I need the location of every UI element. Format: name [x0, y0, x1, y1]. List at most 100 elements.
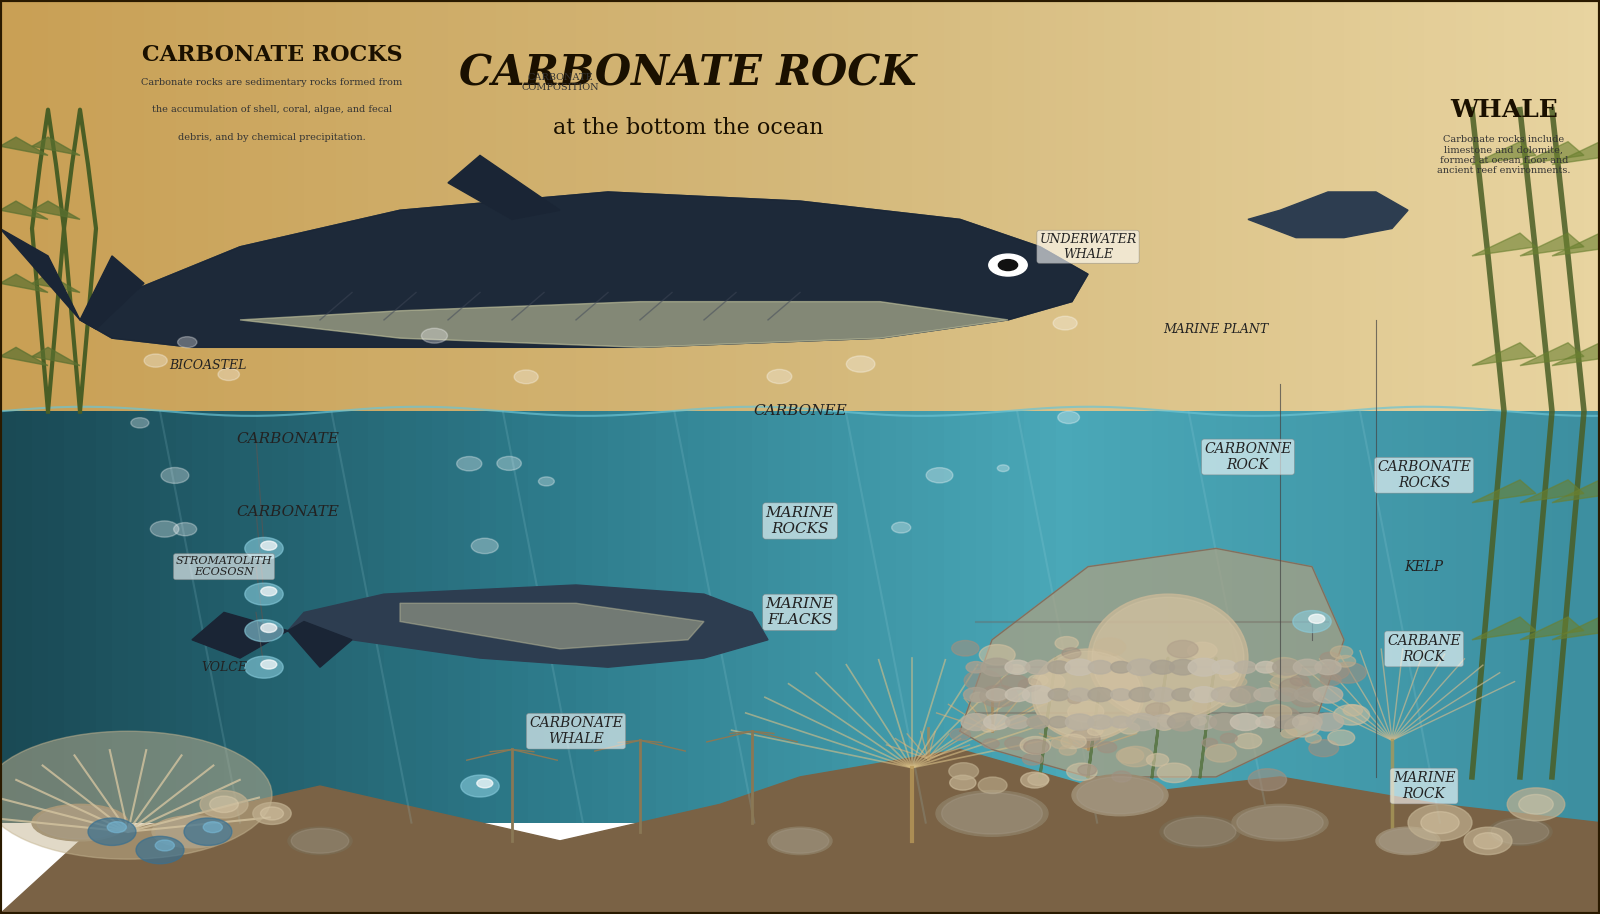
Circle shape — [1293, 714, 1322, 730]
Circle shape — [1190, 715, 1216, 729]
Circle shape — [1333, 705, 1370, 725]
Circle shape — [1067, 701, 1104, 722]
Circle shape — [1192, 702, 1211, 712]
Ellipse shape — [1072, 775, 1168, 815]
Circle shape — [1211, 660, 1237, 675]
Circle shape — [1051, 737, 1072, 749]
Text: STROMATOLITH
ECOSOSN: STROMATOLITH ECOSOSN — [176, 556, 272, 578]
Ellipse shape — [1491, 820, 1549, 845]
Circle shape — [1202, 739, 1218, 748]
Circle shape — [1309, 739, 1339, 757]
Ellipse shape — [0, 731, 272, 859]
Circle shape — [261, 541, 277, 550]
Circle shape — [1021, 772, 1048, 788]
Circle shape — [1293, 611, 1331, 632]
Polygon shape — [960, 548, 1344, 777]
Text: UNDERWATER
WHALE: UNDERWATER WHALE — [1040, 233, 1136, 260]
Circle shape — [1275, 716, 1298, 728]
Circle shape — [1005, 687, 1029, 702]
Text: Carbonate rocks include
limestone and dolomite,
formed at ocean floor and
ancien: Carbonate rocks include limestone and do… — [1437, 135, 1571, 175]
Circle shape — [1150, 715, 1174, 729]
Circle shape — [1088, 715, 1112, 729]
Ellipse shape — [936, 791, 1048, 836]
Circle shape — [1474, 833, 1502, 849]
Text: CARBONATE: CARBONATE — [237, 431, 339, 446]
Circle shape — [1285, 717, 1320, 737]
Circle shape — [1230, 677, 1246, 686]
Text: BICOASTEL: BICOASTEL — [170, 359, 246, 372]
Circle shape — [952, 641, 979, 656]
Circle shape — [998, 260, 1018, 271]
Ellipse shape — [37, 806, 123, 839]
Circle shape — [1219, 669, 1238, 680]
Circle shape — [966, 662, 986, 673]
Circle shape — [1211, 687, 1238, 702]
Circle shape — [891, 522, 910, 533]
Circle shape — [1336, 655, 1355, 667]
Polygon shape — [1520, 480, 1584, 503]
Circle shape — [155, 840, 174, 851]
Polygon shape — [1472, 617, 1536, 640]
Circle shape — [949, 762, 979, 780]
Circle shape — [1112, 771, 1131, 782]
Circle shape — [261, 587, 277, 596]
Circle shape — [1464, 827, 1512, 855]
Circle shape — [1146, 703, 1170, 717]
Circle shape — [1230, 714, 1261, 730]
Text: VOLCE: VOLCE — [202, 661, 246, 674]
Polygon shape — [1472, 142, 1536, 165]
Circle shape — [1078, 765, 1096, 775]
Circle shape — [1170, 659, 1197, 675]
Ellipse shape — [152, 816, 232, 848]
Circle shape — [1190, 717, 1206, 725]
Text: CARBONATE
WHALE: CARBONATE WHALE — [530, 716, 622, 747]
Text: MARINE PLANT: MARINE PLANT — [1163, 323, 1269, 335]
Ellipse shape — [1488, 818, 1552, 845]
Circle shape — [1158, 713, 1186, 728]
Polygon shape — [1552, 617, 1600, 640]
Circle shape — [144, 354, 168, 367]
Circle shape — [472, 538, 498, 554]
Circle shape — [1059, 746, 1077, 755]
Ellipse shape — [1379, 828, 1437, 854]
Circle shape — [1118, 747, 1154, 767]
Polygon shape — [400, 603, 704, 649]
Ellipse shape — [157, 817, 229, 846]
Polygon shape — [1472, 480, 1536, 503]
Text: Carbonate rocks are sedimentary rocks formed from: Carbonate rocks are sedimentary rocks fo… — [141, 78, 403, 87]
Circle shape — [1314, 686, 1342, 703]
Circle shape — [1190, 686, 1218, 703]
Text: the accumulation of shell, coral, algae, and fecal: the accumulation of shell, coral, algae,… — [152, 105, 392, 114]
Circle shape — [950, 775, 976, 791]
Circle shape — [1306, 734, 1322, 743]
Ellipse shape — [1165, 817, 1235, 846]
Circle shape — [1290, 675, 1309, 686]
Circle shape — [200, 791, 248, 818]
Circle shape — [477, 779, 493, 788]
Circle shape — [1110, 717, 1131, 728]
Polygon shape — [32, 137, 80, 155]
Circle shape — [136, 836, 184, 864]
Circle shape — [88, 818, 136, 845]
Circle shape — [514, 370, 538, 384]
Circle shape — [1518, 794, 1554, 814]
Circle shape — [1293, 716, 1307, 725]
Polygon shape — [1472, 343, 1536, 366]
Circle shape — [1027, 773, 1050, 785]
Circle shape — [1147, 753, 1168, 766]
Polygon shape — [1472, 233, 1536, 256]
Circle shape — [461, 775, 499, 797]
Ellipse shape — [1091, 598, 1245, 718]
Circle shape — [1126, 714, 1157, 730]
Circle shape — [107, 822, 126, 833]
Circle shape — [1050, 717, 1069, 728]
Circle shape — [1275, 688, 1298, 701]
Circle shape — [982, 739, 1000, 749]
Text: CARBONATE ROCK: CARBONATE ROCK — [459, 52, 917, 94]
Circle shape — [245, 620, 283, 642]
Circle shape — [1005, 737, 1027, 749]
Circle shape — [1235, 733, 1262, 749]
Text: CARBONEE: CARBONEE — [754, 404, 846, 419]
Circle shape — [1342, 705, 1363, 716]
Circle shape — [1331, 646, 1352, 659]
